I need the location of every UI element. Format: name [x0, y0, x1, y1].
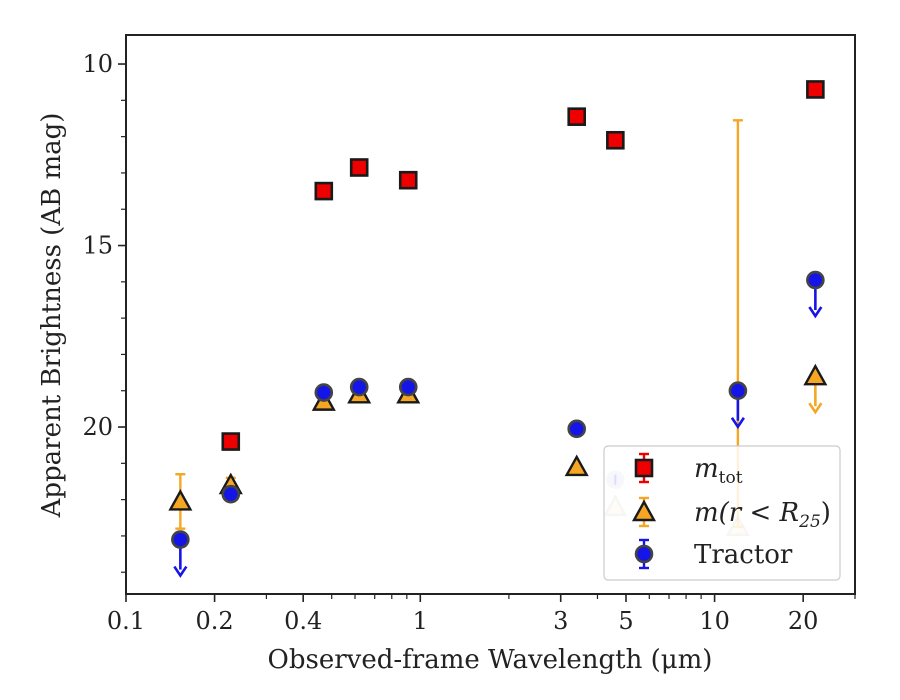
x-axis-label: Observed-frame Wavelength (μm) [268, 645, 713, 675]
x-tick-label: 20 [788, 607, 819, 635]
point-tractor-limit-arrow-head [173, 565, 188, 578]
y-tick-label: 15 [82, 232, 113, 260]
point-m-r25 [564, 454, 589, 477]
x-tick-label: 0.4 [284, 607, 322, 635]
legend-label-subscript: tot [719, 468, 743, 488]
legend-marker-square [634, 458, 654, 478]
point-tractor-limit-arrow-head [808, 306, 823, 319]
legend-label: Tractor [694, 540, 793, 570]
point-mtot [349, 158, 369, 177]
point-mtot [398, 170, 418, 190]
point-mtot [606, 130, 625, 150]
point-m-r25 [803, 363, 828, 386]
legend-marker-triangle [631, 499, 657, 522]
y-tick-label: 10 [82, 50, 113, 78]
legend-label-tail: ) [821, 498, 831, 528]
x-tick-label: 0.2 [196, 607, 234, 635]
legend-label: mtot [694, 454, 743, 488]
y-axis-label: Apparent Brightness (AB mag) [37, 113, 67, 519]
point-mtot [567, 107, 587, 126]
legend: mtot m(r < R25) Tractor [603, 445, 841, 581]
y-tick-label: 20 [82, 413, 113, 441]
point-mtot [221, 432, 241, 451]
legend-box [603, 445, 841, 581]
x-tick-label: 10 [699, 607, 730, 635]
legend-marker-circle [634, 544, 654, 564]
x-tick-label: 0.1 [107, 607, 145, 635]
legend-label-main: Tractor [694, 540, 793, 570]
point-m-r25 [168, 488, 193, 511]
legend-label-main: m(r < R [694, 498, 799, 528]
x-tick-label: 3 [553, 607, 568, 635]
point-tractor-limit-arrow-head [730, 417, 745, 430]
point-mtot [806, 80, 825, 99]
legend-label-subscript: 25 [798, 512, 821, 532]
x-tick-label: 5 [618, 607, 633, 635]
plot-frame [125, 34, 856, 595]
x-tick-label: 1 [413, 607, 428, 635]
legend-label: m(r < R25) [694, 498, 831, 532]
point-m-r25-limit-arrow-head [808, 402, 823, 415]
axes-layer: 0.1 0.2 0.4 1 3 5 10 20 10 15 20 [82, 34, 856, 635]
legend-label-main: m [694, 454, 719, 484]
point-mtot [314, 181, 334, 201]
